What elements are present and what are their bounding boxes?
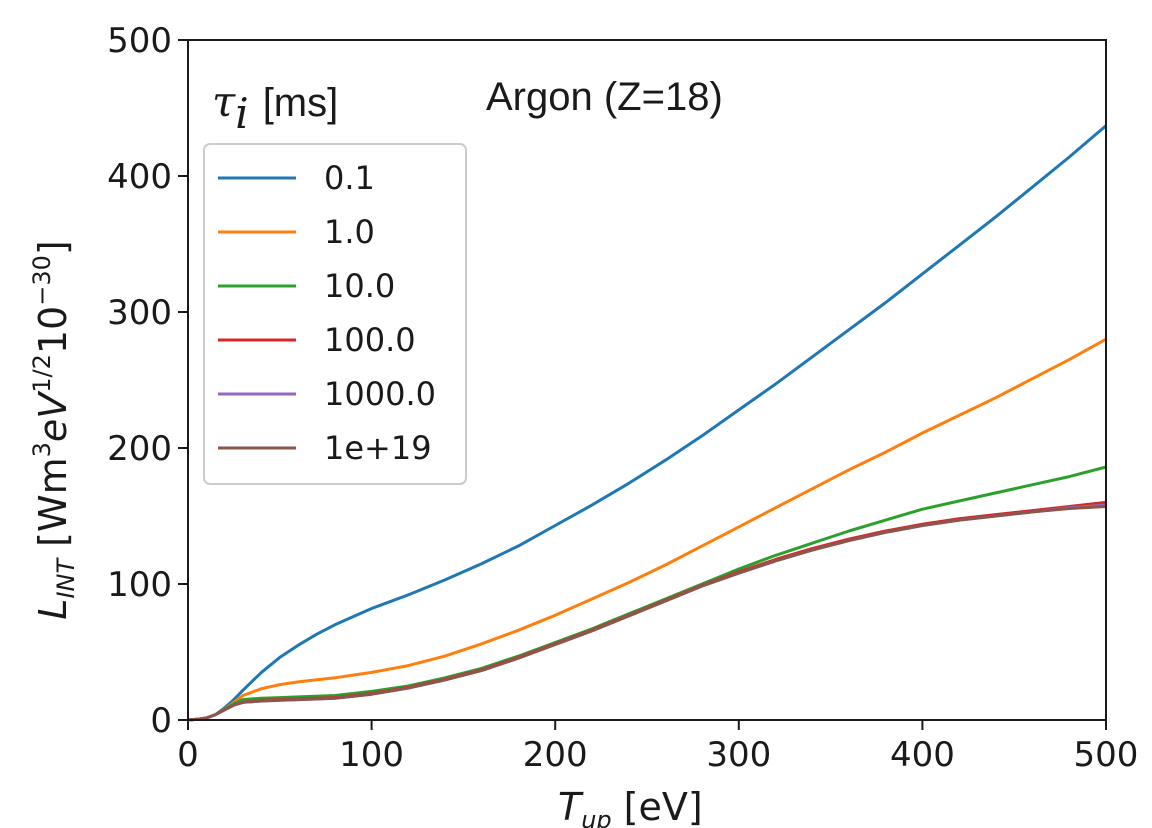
y-axis-label-mid: eV <box>31 390 75 442</box>
y-axis-label-tail: 10 <box>31 306 75 354</box>
y-axis-label-sup1: 3 <box>28 442 56 457</box>
chart-annotation: Argon (Z=18) <box>486 75 723 119</box>
y-tick-label: 0 <box>150 701 172 741</box>
legend-label-5: 1e+19 <box>324 429 432 467</box>
x-tick-label: 300 <box>706 735 771 775</box>
x-tick-label: 100 <box>339 735 404 775</box>
series-line-5 <box>187 505 1107 722</box>
series-line-1 <box>187 337 1107 722</box>
series-line-0 <box>187 124 1107 722</box>
y-tick-label: 200 <box>107 429 172 469</box>
series-layer <box>187 124 1107 722</box>
legend-label-0: 0.1 <box>324 159 375 197</box>
x-axis-label-unit: [eV] <box>624 785 703 828</box>
y-axis-label-unit: [Wm <box>31 457 75 546</box>
legend-title: τi [ms] <box>212 77 338 138</box>
legend-box <box>203 143 467 485</box>
y-tick-label: 300 <box>107 293 172 333</box>
series-line-3 <box>187 500 1107 722</box>
x-tick-label: 200 <box>523 735 588 775</box>
y-axis-label: LINT [Wm3eV1/210−30] <box>28 240 80 619</box>
series-line-2 <box>187 465 1107 722</box>
y-axis-label-close: ] <box>31 240 75 255</box>
y-tick-label: 100 <box>107 565 172 605</box>
series-line-4 <box>187 503 1107 722</box>
plot-frame <box>187 39 1107 721</box>
x-axis-label-main: T <box>558 785 584 828</box>
y-axis-label-main: L <box>31 599 75 620</box>
x-tick-label: 500 <box>1074 735 1139 775</box>
legend-title-symbol: τ <box>212 77 236 126</box>
legend-title-unit: [ms] <box>263 81 339 125</box>
x-axis-label-sub: up <box>581 806 611 828</box>
legend-items: 0.1 1.0 10.0 100.0 1000.0 1e+19 <box>218 159 436 467</box>
legend-label-1: 1.0 <box>324 213 375 251</box>
axis-ticks: 0 100 200 300 400 500 0 100 200 300 400 500 <box>107 21 1138 775</box>
y-axis-label-sub: INT <box>52 557 80 599</box>
legend-label-4: 1000.0 <box>324 375 436 413</box>
y-tick-label: 500 <box>107 21 172 61</box>
legend-label-2: 10.0 <box>324 267 395 305</box>
y-tick-label: 400 <box>107 157 172 197</box>
x-tick-label: 400 <box>890 735 955 775</box>
x-tick-label: 0 <box>177 735 199 775</box>
x-axis-label: Tup [eV] <box>558 785 703 828</box>
y-axis-label-sup2: 1/2 <box>28 354 56 393</box>
legend-label-3: 100.0 <box>324 321 416 359</box>
y-axis-label-sup3: −30 <box>28 255 56 306</box>
legend-title-sub: i <box>235 89 248 138</box>
